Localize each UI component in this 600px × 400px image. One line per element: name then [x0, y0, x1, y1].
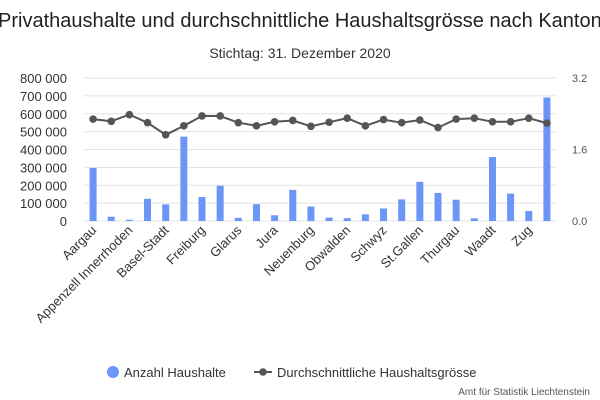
point-neuenburg[interactable]	[307, 122, 315, 131]
y-left-tick-label: 700 000	[20, 89, 67, 104]
y-left-tick-label: 0	[60, 214, 67, 229]
x-tick-label: Waadt	[462, 222, 499, 259]
point-schwyz[interactable]	[379, 115, 388, 124]
point-nidwalden[interactable]	[325, 118, 333, 127]
legend-line-point	[259, 368, 267, 376]
point-wallis[interactable]	[506, 117, 515, 126]
legend-item-line[interactable]: Durchschnittliche Haushaltsgrösse	[254, 365, 476, 380]
bar-obwalden[interactable]	[343, 218, 351, 221]
y-axis-left: 0 100 000 200 000 300 000 400 000 500 000 600 …	[20, 71, 67, 229]
grid	[84, 77, 556, 222]
point-jura[interactable]	[270, 117, 279, 126]
point-graub-nden[interactable]	[252, 122, 261, 130]
bar-appenzell-ausserrhoden[interactable]	[107, 216, 115, 221]
point-luzern[interactable]	[288, 116, 297, 125]
bar-series	[89, 97, 551, 221]
y-left-tick-label: 300 000	[20, 160, 67, 175]
legend-bar-marker	[107, 366, 119, 378]
x-tick-label: Glarus	[207, 222, 245, 260]
point-uri[interactable]	[470, 114, 479, 123]
bar-glarus[interactable]	[234, 217, 242, 221]
legend-label-line: Durchschnittliche Haushaltsgrösse	[277, 365, 476, 380]
bar-schaffhausen[interactable]	[361, 214, 369, 221]
bar-jura[interactable]	[271, 215, 279, 221]
y-right-tick-label: 1.6	[572, 145, 587, 157]
bar-nidwalden[interactable]	[325, 217, 333, 221]
point-solothurn[interactable]	[397, 118, 406, 127]
y-left-tick-label: 100 000	[20, 196, 67, 211]
y-left-tick-label: 500 000	[20, 125, 67, 140]
x-tick-label: Freiburg	[163, 223, 208, 268]
bar-basel-landschaft[interactable]	[144, 198, 152, 221]
bar-aargau[interactable]	[89, 167, 97, 221]
point-zug[interactable]	[524, 114, 533, 123]
point-st-gallen[interactable]	[416, 116, 424, 124]
y-left-tick-label: 600 000	[20, 107, 67, 122]
credit-text: Amt für Statistik Liechtenstein	[458, 387, 590, 398]
bar-basel-stadt[interactable]	[162, 204, 170, 221]
bar-genf[interactable]	[216, 185, 224, 221]
point-basel-landschaft[interactable]	[143, 118, 152, 127]
bar-st-gallen[interactable]	[416, 181, 424, 221]
y-left-tick-label: 400 000	[20, 143, 67, 158]
bar-solothurn[interactable]	[398, 199, 406, 221]
bar-freiburg[interactable]	[198, 197, 206, 221]
point-basel-stadt[interactable]	[161, 130, 170, 139]
point-appenzell-innerrhoden[interactable]	[125, 110, 134, 119]
x-tick-label: Jura	[252, 222, 281, 251]
bar-graub-nden[interactable]	[252, 204, 260, 221]
y-left-tick-label: 200 000	[20, 178, 67, 193]
point-z-rich[interactable]	[543, 119, 551, 127]
point-bern[interactable]	[180, 122, 188, 130]
point-aargau[interactable]	[89, 115, 97, 123]
bar-wallis[interactable]	[507, 193, 515, 221]
point-obwalden[interactable]	[343, 114, 352, 123]
point-schaffhausen[interactable]	[361, 122, 370, 130]
x-tick-label: Zug	[508, 223, 534, 249]
point-waadt[interactable]	[488, 117, 497, 126]
bar-tessin[interactable]	[434, 192, 442, 221]
bar-waadt[interactable]	[488, 157, 496, 221]
bar-uri[interactable]	[470, 218, 478, 221]
bar-z-rich[interactable]	[543, 97, 551, 221]
x-tick-label: Thurgau	[417, 223, 462, 268]
point-thurgau[interactable]	[452, 115, 460, 123]
legend-item-bars[interactable]: Anzahl Haushalte	[107, 365, 226, 380]
legend-label-bars: Anzahl Haushalte	[124, 365, 226, 380]
y-right-tick-label: 0.0	[572, 216, 587, 228]
chart-subtitle: Stichtag: 31. Dezember 2020	[209, 45, 391, 61]
y-left-tick-label: 800 000	[20, 71, 67, 86]
bar-appenzell-innerrhoden[interactable]	[125, 219, 133, 221]
point-appenzell-ausserrhoden[interactable]	[107, 117, 116, 126]
point-tessin[interactable]	[434, 123, 442, 132]
y-right-tick-label: 3.2	[572, 73, 587, 85]
bar-schwyz[interactable]	[380, 208, 388, 221]
point-genf[interactable]	[216, 112, 224, 120]
bar-neuenburg[interactable]	[307, 206, 315, 221]
legend: Anzahl Haushalte Durchschnittliche Haush…	[107, 365, 476, 380]
bar-thurgau[interactable]	[452, 199, 460, 221]
point-freiburg[interactable]	[198, 112, 206, 120]
bar-bern[interactable]	[180, 136, 188, 221]
bar-zug[interactable]	[525, 210, 533, 221]
line-series	[89, 110, 551, 139]
y-axis-right: 0.0 1.6 3.2	[572, 73, 587, 228]
chart-title: Privathaushalte und durchschnittliche Ha…	[0, 10, 600, 32]
bar-luzern[interactable]	[289, 189, 297, 221]
point-glarus[interactable]	[234, 118, 243, 127]
